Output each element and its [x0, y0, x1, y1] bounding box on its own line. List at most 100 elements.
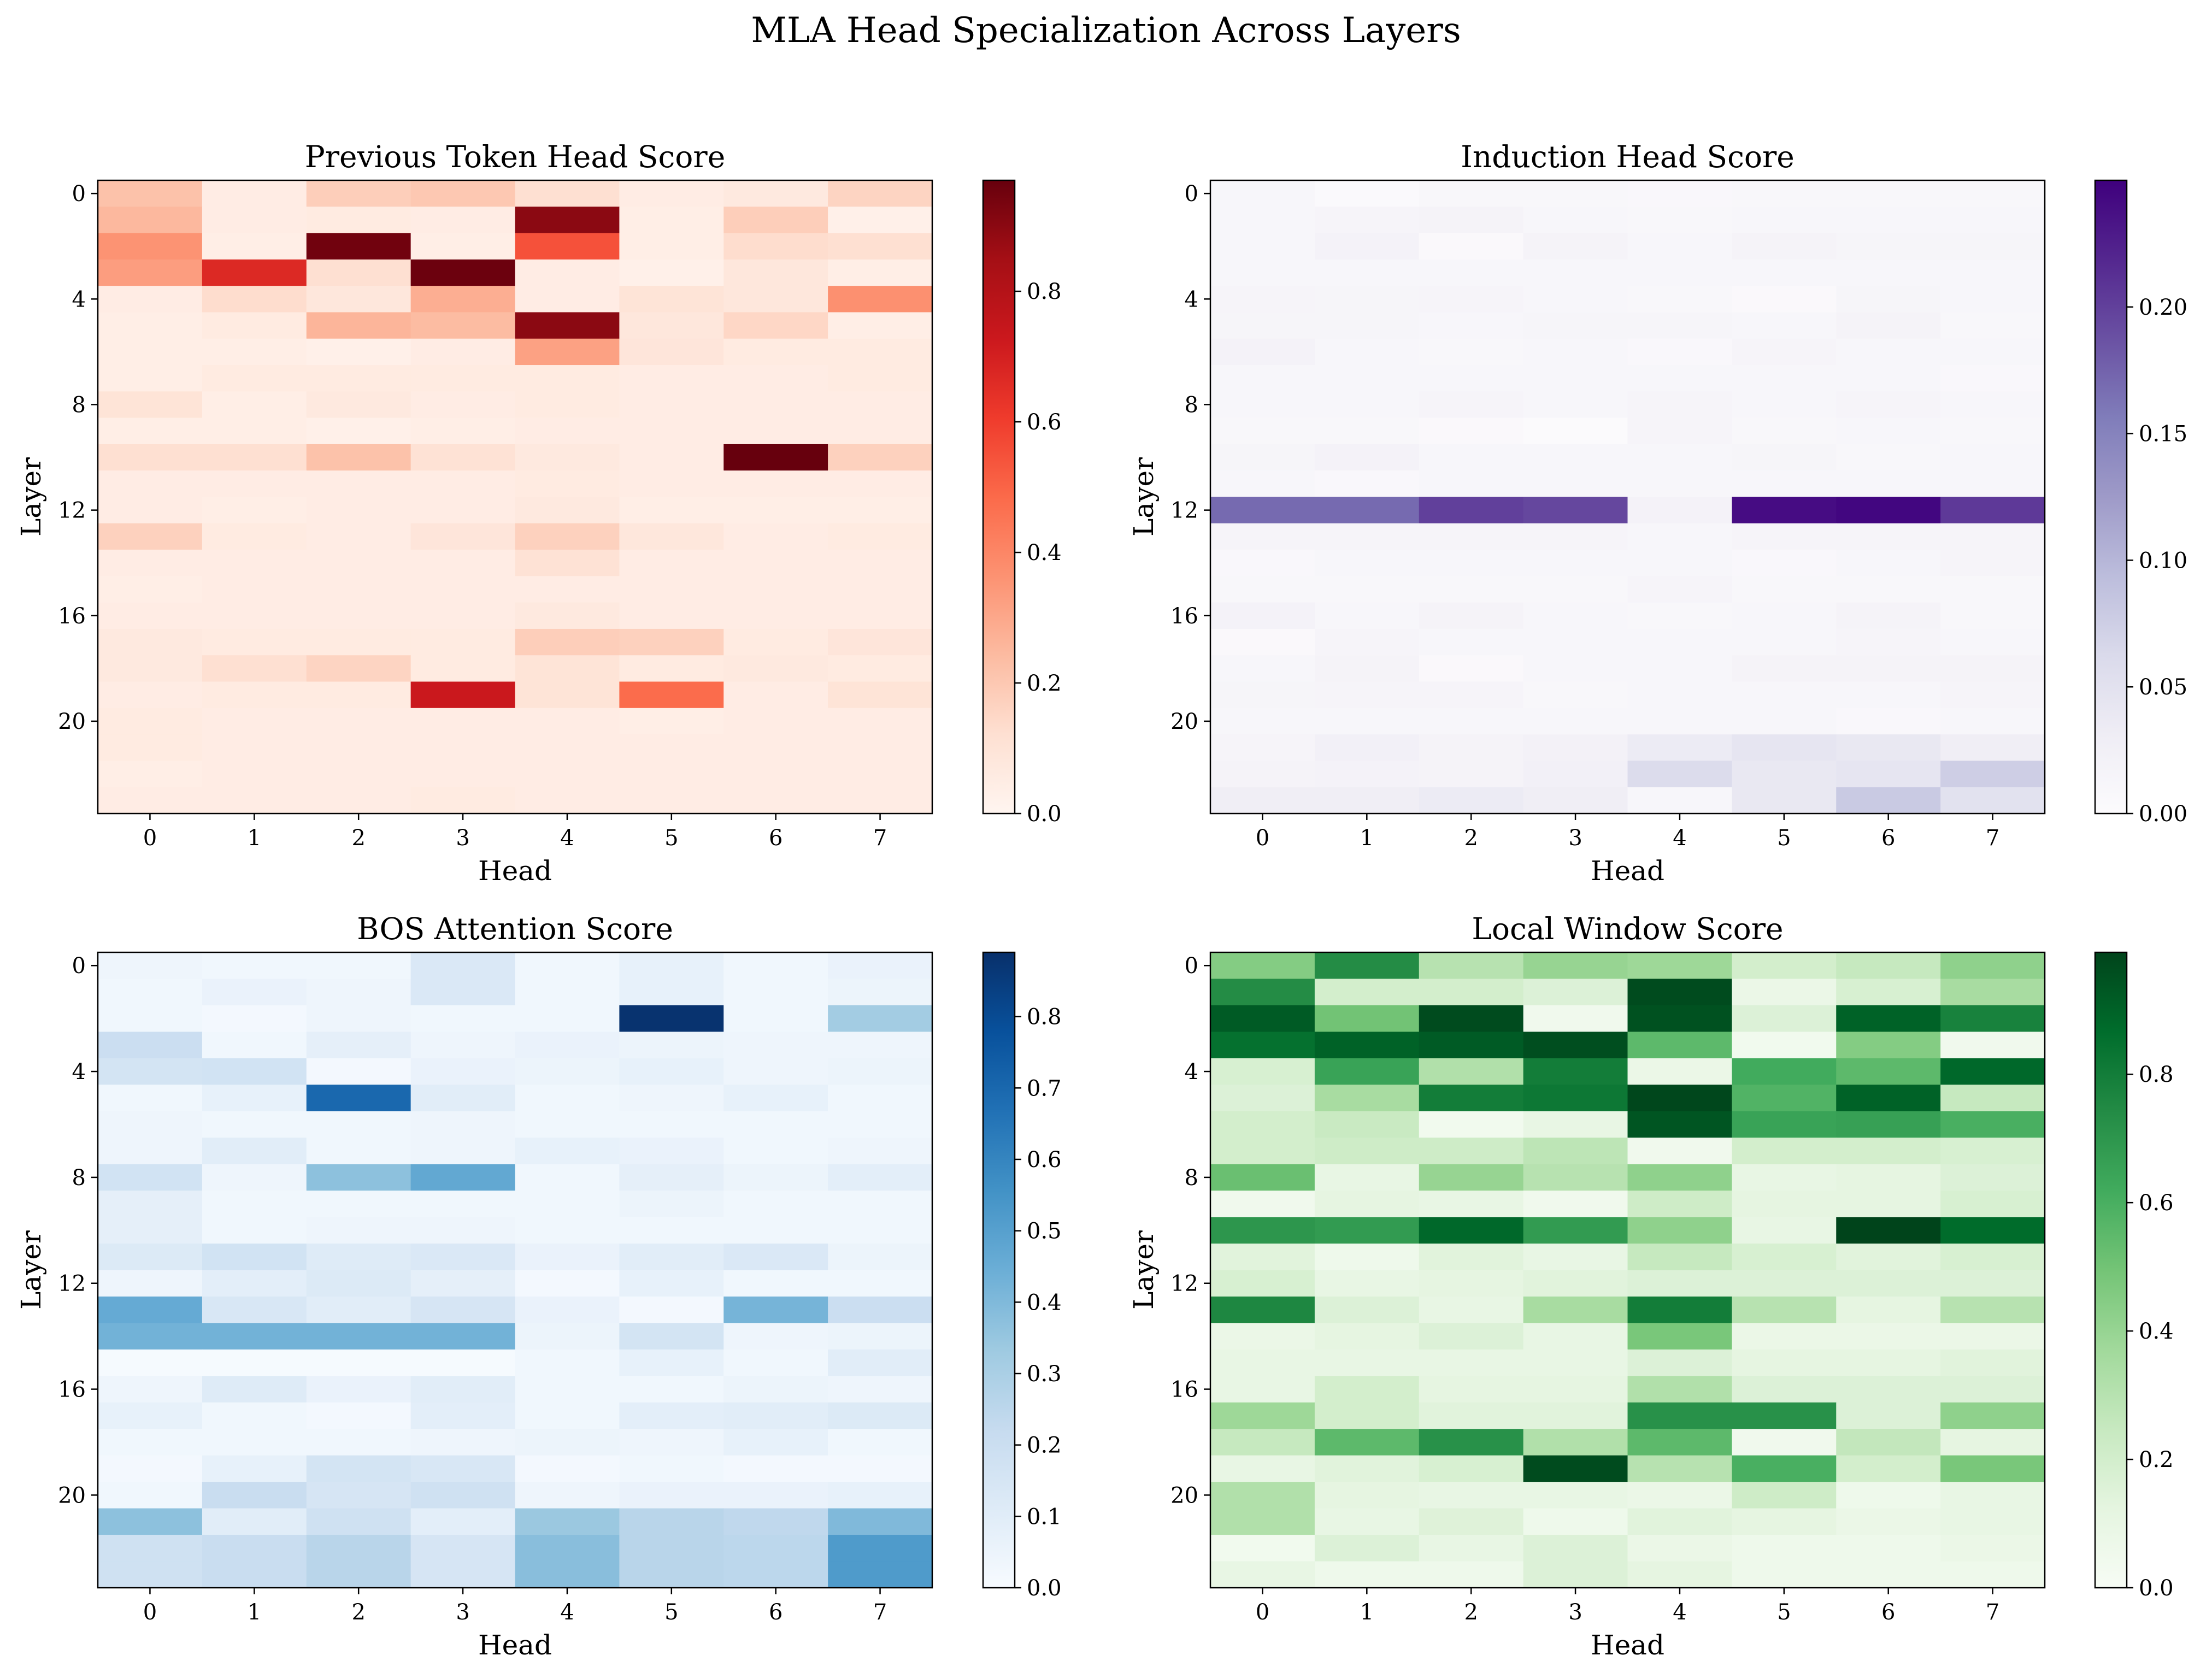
heatmap-cell [1940, 1376, 2045, 1403]
heatmap-cell [98, 1429, 203, 1456]
heatmap-cell [306, 1164, 411, 1191]
heatmap-cell [723, 523, 828, 550]
x-tick-label: 1 [248, 826, 261, 851]
heatmap-cell [1314, 391, 1420, 419]
heatmap-cell [1732, 1191, 1837, 1218]
heatmap-cell [515, 708, 620, 735]
heatmap-cell [98, 708, 203, 735]
heatmap-cell [1314, 761, 1420, 788]
heatmap-cell [410, 787, 516, 814]
x-tick-label: 5 [664, 1600, 678, 1625]
heatmap-cell [828, 1508, 933, 1535]
heatmap-cell [1940, 1085, 2045, 1112]
y-tick-label: 20 [58, 1483, 86, 1508]
heatmap-cell [1523, 365, 1628, 392]
heatmap-cell [1523, 1376, 1628, 1403]
heatmap-cell [98, 1005, 203, 1032]
y-tick-label: 20 [1170, 709, 1198, 734]
heatmap-cell [619, 1005, 724, 1032]
x-tick-label: 1 [1360, 826, 1374, 851]
y-tick-label: 16 [58, 604, 86, 629]
heatmap-cell [1419, 1376, 1524, 1403]
heatmap-cell [723, 628, 828, 656]
heatmap-cell [410, 1323, 516, 1350]
heatmap-cell [1836, 576, 1941, 603]
heatmap-cell [1523, 1455, 1628, 1482]
heatmap-cell [306, 1349, 411, 1376]
x-tick-label: 7 [873, 826, 887, 851]
heatmap-cell [410, 1085, 516, 1112]
y-tick-label: 4 [1185, 287, 1198, 312]
heatmap-cell [723, 1535, 828, 1562]
heatmap-cell [306, 338, 411, 366]
heatmap-cell [1419, 1455, 1524, 1482]
heatmap-cell [1523, 1429, 1628, 1456]
panel-title: Previous Token Head Score [305, 139, 726, 174]
heatmap-cell [1732, 734, 1837, 762]
heatmap-cell [306, 1429, 411, 1456]
heatmap-cell [98, 417, 203, 445]
x-tick-label: 2 [351, 826, 365, 851]
x-tick-label: 5 [1777, 1600, 1791, 1625]
heatmap-cell [828, 312, 933, 339]
heatmap-cell [1627, 1296, 1732, 1324]
heatmap-cell [723, 1402, 828, 1429]
heatmap-cell [410, 979, 516, 1006]
heatmap-cell [723, 207, 828, 234]
heatmap-cell [1419, 1561, 1524, 1588]
heatmap-cell [1836, 1244, 1941, 1271]
heatmap-cell [98, 444, 203, 471]
heatmap-cell [1836, 233, 1941, 260]
heatmap-cell [1419, 497, 1524, 524]
heatmap-cell [723, 1111, 828, 1138]
colorbar-tick-label: 0.00 [2139, 802, 2187, 827]
colorbar-tick-label: 0.20 [2139, 295, 2187, 320]
heatmap-cell [1836, 655, 1941, 682]
colorbar-tick-label: 0.6 [2139, 1191, 2174, 1216]
heatmap-cell [1523, 1296, 1628, 1324]
heatmap-cell [1419, 1296, 1524, 1324]
heatmap-cell [515, 1376, 620, 1403]
heatmap-cell [1419, 1323, 1524, 1350]
heatmap-cell [1314, 1561, 1420, 1588]
heatmap-cell [98, 655, 203, 682]
heatmap-cell [1940, 1164, 2045, 1191]
heatmap-cell [1523, 628, 1628, 656]
heatmap-cell [1523, 1085, 1628, 1112]
heatmap-cell [828, 1138, 933, 1165]
y-tick-label: 0 [1185, 181, 1198, 207]
heatmap-cell [202, 1217, 307, 1244]
heatmap-cell [98, 233, 203, 260]
heatmap-cell [98, 1349, 203, 1376]
heatmap-cell [1836, 681, 1941, 709]
heatmap-cell [1419, 312, 1524, 339]
heatmap-cell [619, 444, 724, 471]
heatmap-cell [410, 312, 516, 339]
x-tick-label: 6 [1881, 1600, 1895, 1625]
heatmap-cell [515, 417, 620, 445]
heatmap-cell [723, 1561, 828, 1588]
heatmap-cell [1419, 1482, 1524, 1509]
heatmap-cell [1732, 365, 1837, 392]
heatmap-cell [1627, 1058, 1732, 1085]
colorbar-tick-label: 0.4 [2139, 1319, 2174, 1344]
heatmap-cell [1419, 761, 1524, 788]
heatmap-cell [619, 286, 724, 313]
heatmap-cell [723, 1482, 828, 1509]
heatmap-cell [828, 628, 933, 656]
heatmap-cell [410, 1138, 516, 1165]
x-tick-label: 4 [1673, 1600, 1686, 1625]
x-tick-label: 7 [1986, 1600, 1999, 1625]
heatmap-cell [410, 734, 516, 762]
heatmap-cell [515, 628, 620, 656]
heatmap-cell [1314, 207, 1420, 234]
heatmap-cell [1419, 576, 1524, 603]
heatmap-cell [1627, 1111, 1732, 1138]
colorbar-tick-label: 0.7 [1027, 1076, 1062, 1101]
heatmap-cell [1419, 444, 1524, 471]
heatmap-cell [202, 1244, 307, 1271]
heatmap-cell [306, 1217, 411, 1244]
heatmap-cell [828, 1191, 933, 1218]
heatmap-cell [410, 1217, 516, 1244]
